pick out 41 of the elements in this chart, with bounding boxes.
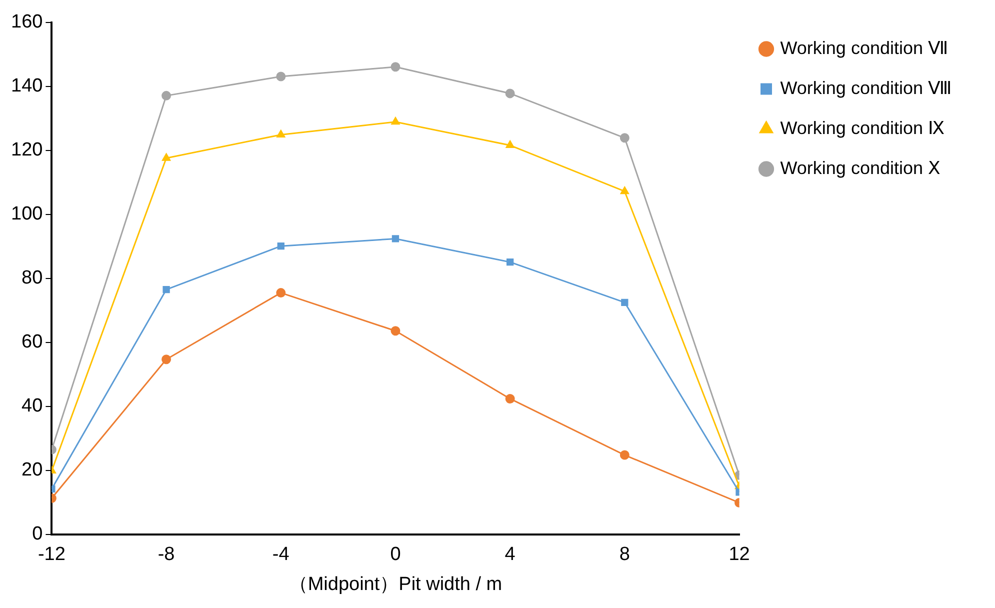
y-tick-label: 40 [22, 396, 43, 417]
point [620, 450, 630, 460]
y-tick-label: 120 [11, 140, 43, 161]
point [276, 288, 286, 298]
legend-label: Working condition Ⅹ [780, 158, 940, 178]
point [620, 133, 630, 143]
point [391, 117, 400, 125]
x-tick-label: 0 [390, 544, 401, 566]
point [392, 235, 400, 242]
point [620, 186, 629, 194]
point [162, 286, 170, 294]
point [506, 140, 514, 148]
x-tick-label: -12 [38, 544, 66, 566]
x-tick-label: 12 [728, 544, 750, 566]
point [505, 88, 515, 98]
point [505, 394, 515, 404]
x-tick-label: 8 [619, 544, 630, 566]
y-tick-label: 160 [11, 12, 43, 33]
point [162, 354, 172, 364]
point [506, 258, 514, 266]
point [277, 242, 284, 250]
point [162, 90, 172, 100]
point [390, 326, 400, 336]
x-tick-label: -4 [272, 544, 290, 566]
y-tick-label: 140 [11, 76, 43, 97]
point [276, 72, 286, 82]
y-tick-label: 80 [22, 268, 43, 289]
legend-label: Working condition Ⅶ [780, 38, 948, 58]
x-axis-title: （Midpoint）Pit width / m [288, 574, 502, 595]
y-tick-label: 0 [32, 524, 43, 545]
point [276, 130, 286, 138]
point [390, 62, 400, 72]
legend-label: Working condition Ⅸ [780, 118, 946, 138]
y-tick-label: 20 [22, 460, 43, 481]
y-tick-label: 100 [11, 204, 43, 225]
legend-label: Working condition Ⅷ [780, 78, 952, 98]
point [162, 153, 171, 161]
point [621, 298, 628, 306]
y-tick-label: 60 [22, 332, 43, 353]
x-tick-label: 4 [504, 544, 516, 566]
x-tick-label: -8 [158, 544, 175, 566]
